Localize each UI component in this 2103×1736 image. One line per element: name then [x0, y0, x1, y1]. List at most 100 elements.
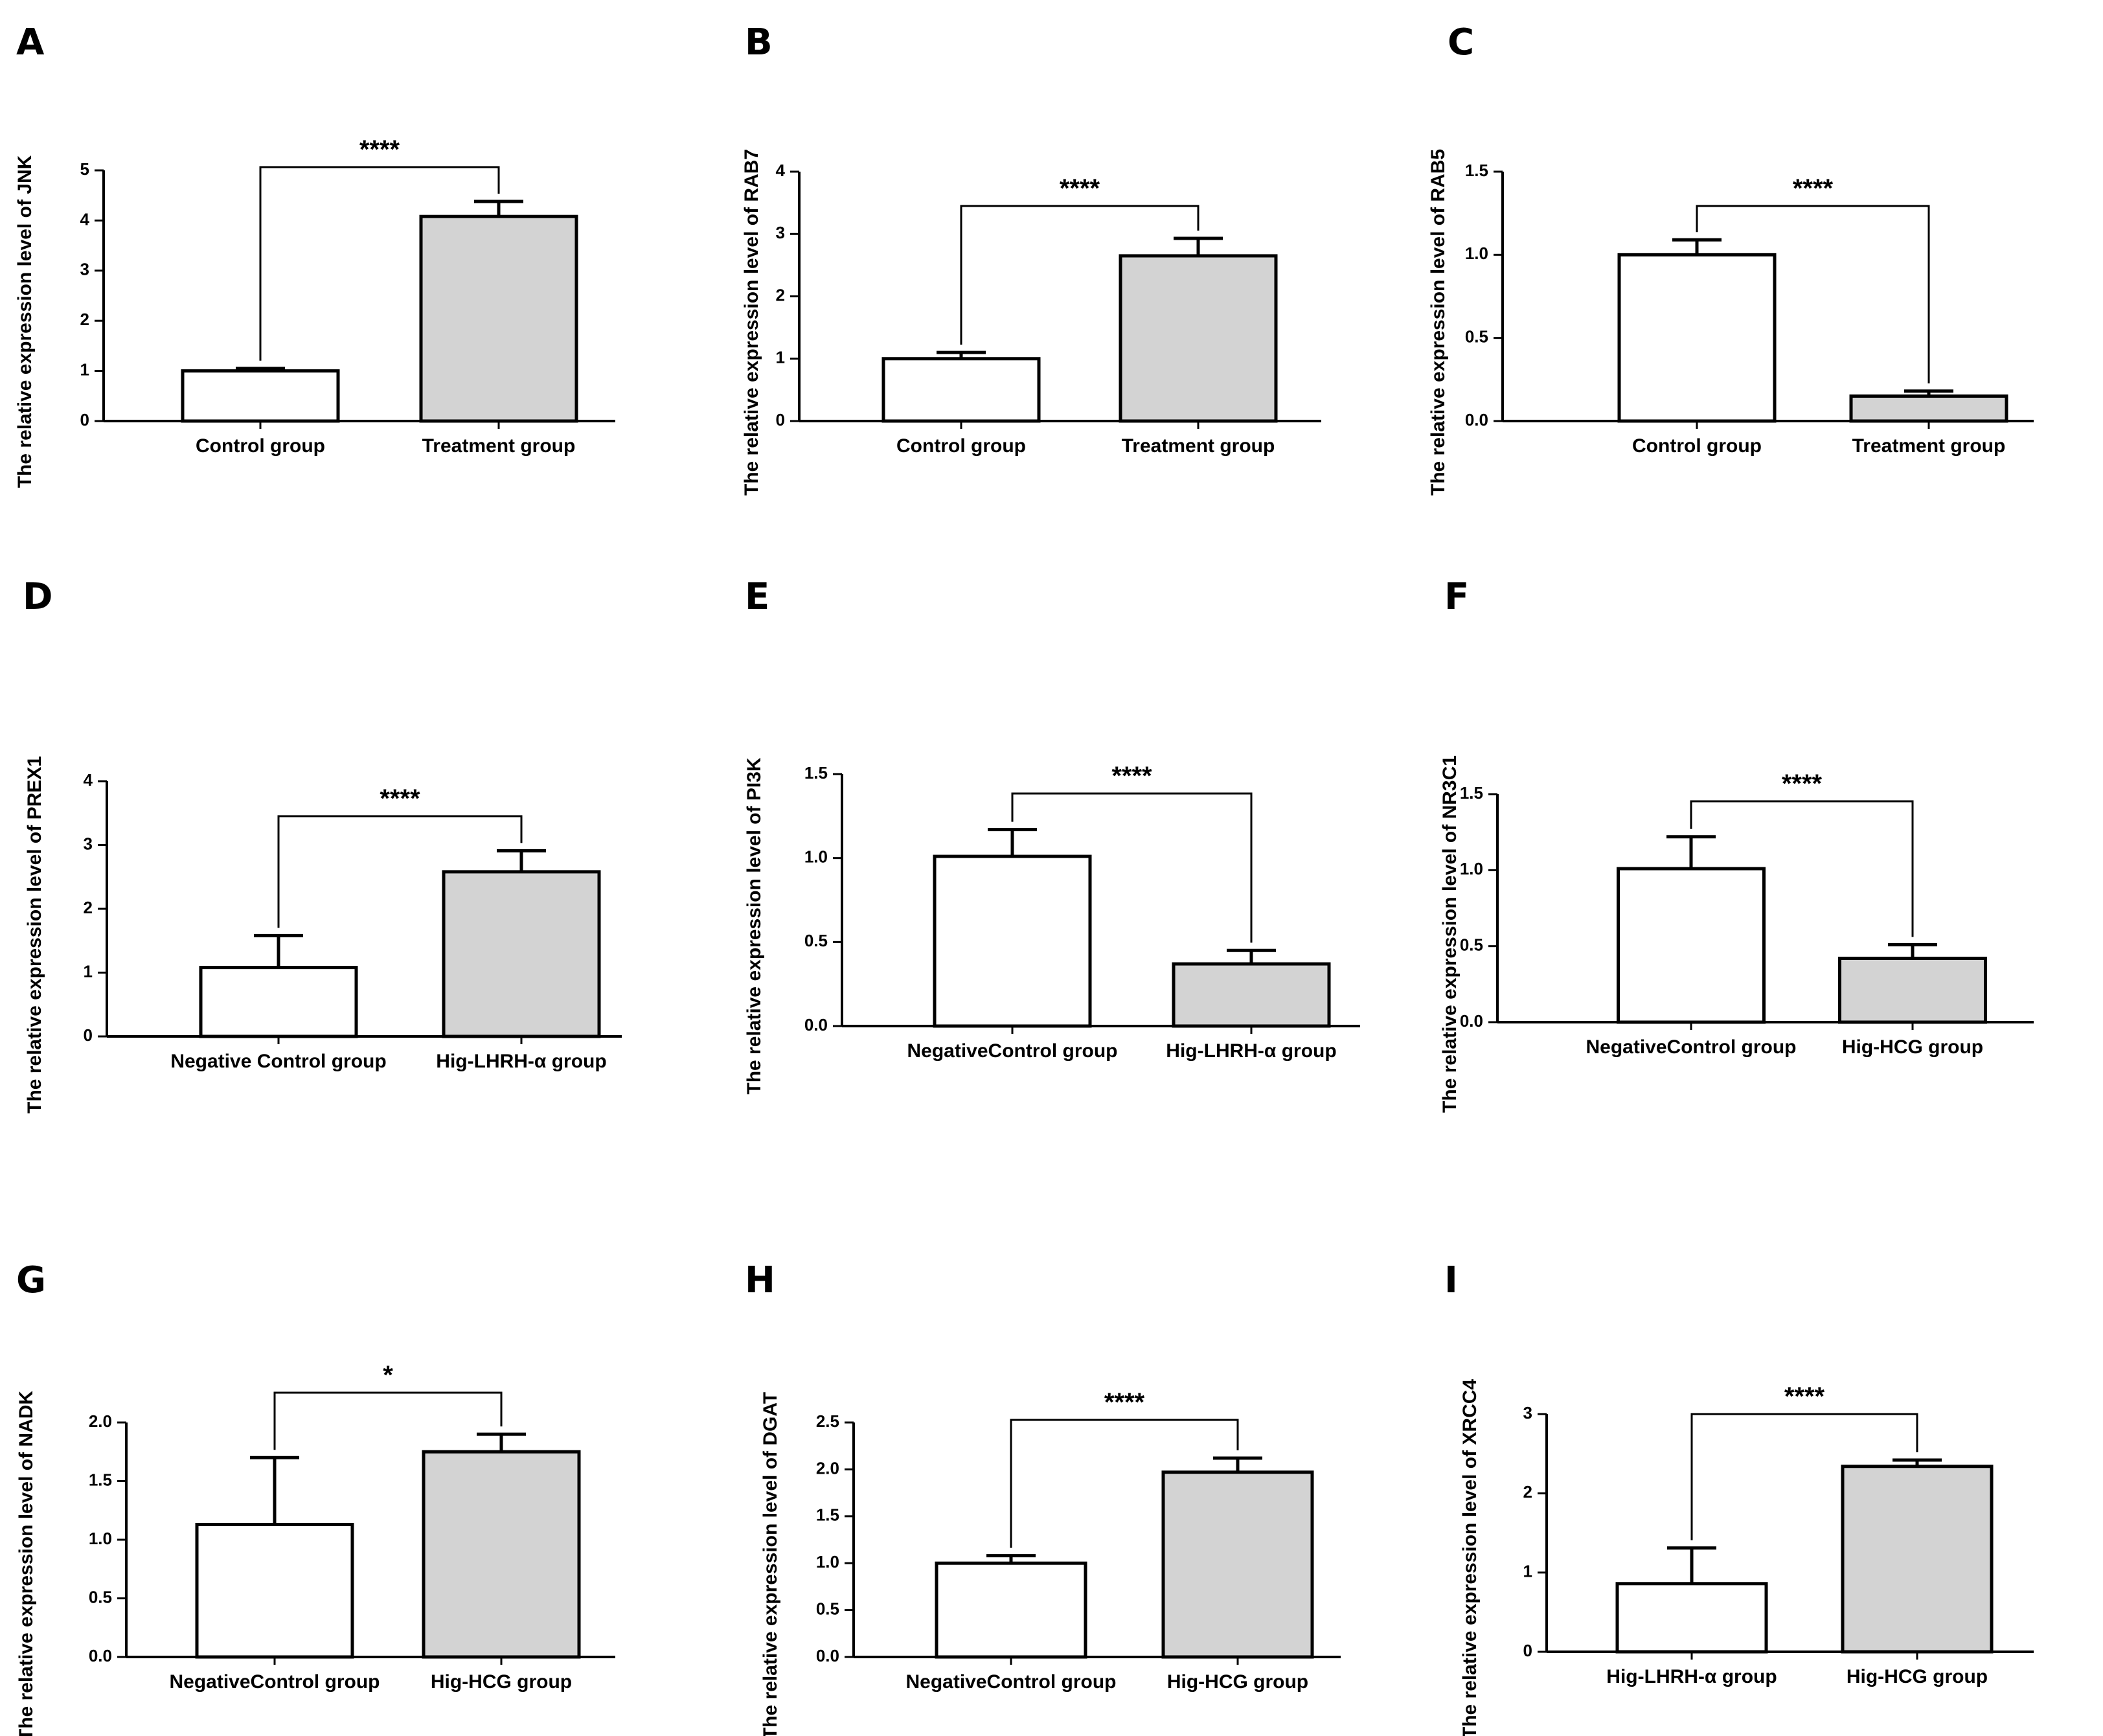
panel-letter: H: [745, 1259, 775, 1301]
bar-treatment: [422, 1450, 581, 1659]
y-tick-label: 1: [80, 360, 89, 379]
y-axis-label: The relative expression level of JNK: [14, 155, 36, 488]
y-tick-label: 4: [776, 161, 786, 180]
y-tick-label: 2.5: [816, 1411, 839, 1431]
x-category-label: Hig-LHRH-α group: [1606, 1666, 1777, 1687]
y-tick-label: 0.0: [1460, 1011, 1483, 1031]
y-tick-label: 1.5: [89, 1470, 112, 1489]
significance-label: ****: [359, 135, 400, 164]
y-tick-label: 0.0: [89, 1646, 112, 1665]
significance-bracket: [1010, 1419, 1239, 1548]
y-tick-label: 5: [80, 159, 89, 179]
bar-control: [881, 357, 1041, 423]
y-tick-label: 1.0: [1465, 244, 1488, 263]
y-tick-label: 2.0: [816, 1458, 839, 1478]
y-tick-label: 0: [776, 410, 785, 429]
y-tick-label: 0.5: [1460, 935, 1483, 955]
x-category-label: Treatment group: [1122, 435, 1275, 457]
y-tick-label: 0: [1523, 1641, 1532, 1660]
y-axis-label: The relative expression level of PREX1: [24, 756, 45, 1114]
chart-panel-i: I The relative expression level of XRCC4 0…: [1444, 1259, 2034, 1736]
y-tick-label: 2.0: [89, 1411, 112, 1431]
y-tick-label: 0.0: [804, 1015, 828, 1034]
bar-control: [933, 854, 1092, 1028]
chart-panel-g: G The relative expression level of NADK 0.…: [16, 1259, 615, 1736]
significance-label: ****: [1104, 1388, 1145, 1417]
y-tick-label: 3: [80, 260, 89, 279]
y-tick-label: 2: [1523, 1482, 1532, 1502]
significance-bracket: [277, 815, 523, 928]
significance-bracket: [259, 166, 500, 361]
significance-bracket: [1690, 800, 1914, 937]
y-axis-label: The relative expression level of XRCC4: [1459, 1379, 1481, 1736]
y-tick-label: 2: [776, 285, 785, 304]
x-category-label: Negative Control group: [170, 1051, 386, 1072]
chart-panel-f: F The relative expression level of NR3C10…: [1439, 576, 2034, 1113]
y-tick-label: 0.0: [816, 1646, 839, 1665]
y-tick-label: 0: [80, 410, 89, 429]
x-category-label: Control group: [1632, 435, 1762, 457]
bar-treatment: [1172, 962, 1331, 1028]
y-axis-label: The relative expression level of DGAT: [760, 1392, 781, 1736]
y-tick-label: 1.5: [1465, 161, 1488, 180]
y-tick-label: 1.0: [1460, 859, 1483, 878]
bar-treatment: [1161, 1470, 1314, 1659]
y-axis-label: The relative expression level of RAB7: [741, 149, 762, 496]
bar-control: [181, 369, 340, 423]
y-tick-label: 1: [776, 348, 785, 367]
chart-panel-b: B The relative expression level of RAB7 0 1…: [741, 21, 1321, 496]
bar-treatment: [1838, 956, 1987, 1024]
y-tick-label: 2: [80, 310, 89, 329]
x-category-label: Hig-HCG group: [431, 1671, 572, 1693]
panel-letter: D: [23, 576, 52, 618]
panel-letter: A: [16, 21, 45, 63]
y-tick-label: 0.5: [1465, 327, 1488, 347]
y-tick-label: 1.5: [816, 1505, 839, 1525]
x-category-label: Control group: [896, 435, 1026, 457]
y-tick-label: 2: [84, 898, 93, 917]
y-tick-label: 1: [84, 961, 93, 981]
y-axis-label: The relative expression level of PI3K: [744, 757, 765, 1095]
significance-label: ****: [1782, 770, 1823, 798]
x-category-label: Hig-HCG group: [1847, 1666, 1988, 1687]
y-tick-label: 4: [80, 209, 90, 229]
x-category-label: Treatment group: [1852, 435, 2006, 457]
bar-control: [1615, 1582, 1768, 1654]
y-tick-label: 0.5: [816, 1599, 839, 1618]
bar-control: [1617, 253, 1777, 423]
x-category-label: NegativeControl group: [169, 1671, 380, 1693]
y-tick-label: 4: [84, 770, 93, 790]
y-tick-label: 1.5: [1460, 783, 1483, 803]
panel-letter: E: [745, 576, 769, 618]
x-category-label: Treatment group: [422, 435, 576, 457]
bar-control: [1617, 867, 1766, 1024]
significance-label: ****: [1060, 174, 1100, 203]
x-category-label: NegativeControl group: [907, 1040, 1117, 1062]
bar-treatment: [1119, 254, 1278, 423]
significance-bracket: [1011, 792, 1253, 943]
panel-letter: B: [745, 21, 773, 63]
bar-control: [195, 1522, 354, 1659]
y-tick-label: 0.5: [89, 1587, 112, 1606]
bar-control: [935, 1561, 1087, 1659]
y-tick-label: 0: [84, 1025, 93, 1045]
y-tick-label: 3: [84, 834, 93, 853]
significance-bracket: [273, 1391, 503, 1450]
panel-letter: I: [1444, 1259, 1458, 1301]
panel-letter: F: [1444, 576, 1469, 618]
panel-letter: G: [16, 1259, 46, 1301]
y-tick-label: 3: [776, 223, 785, 242]
chart-panel-c: C The relative expression level of RAB5 0.…: [1427, 21, 2034, 496]
x-category-label: Hig-HCG group: [1167, 1671, 1308, 1693]
significance-bracket: [1696, 205, 1930, 383]
x-category-label: Hig-LHRH-α group: [1166, 1040, 1336, 1062]
panel-letter: C: [1448, 21, 1474, 63]
significance-label: *: [383, 1361, 393, 1389]
y-tick-label: 1.5: [804, 763, 828, 782]
bar-treatment: [419, 214, 578, 423]
y-tick-label: 1.0: [816, 1552, 839, 1571]
chart-panel-a: A The relative expression level of JNK 0 1 2…: [14, 21, 615, 488]
y-tick-label: 1.0: [804, 847, 828, 867]
chart-panel-h: H The relative expression level of DGAT 0.…: [745, 1259, 1341, 1736]
x-category-label: Control group: [196, 435, 325, 457]
